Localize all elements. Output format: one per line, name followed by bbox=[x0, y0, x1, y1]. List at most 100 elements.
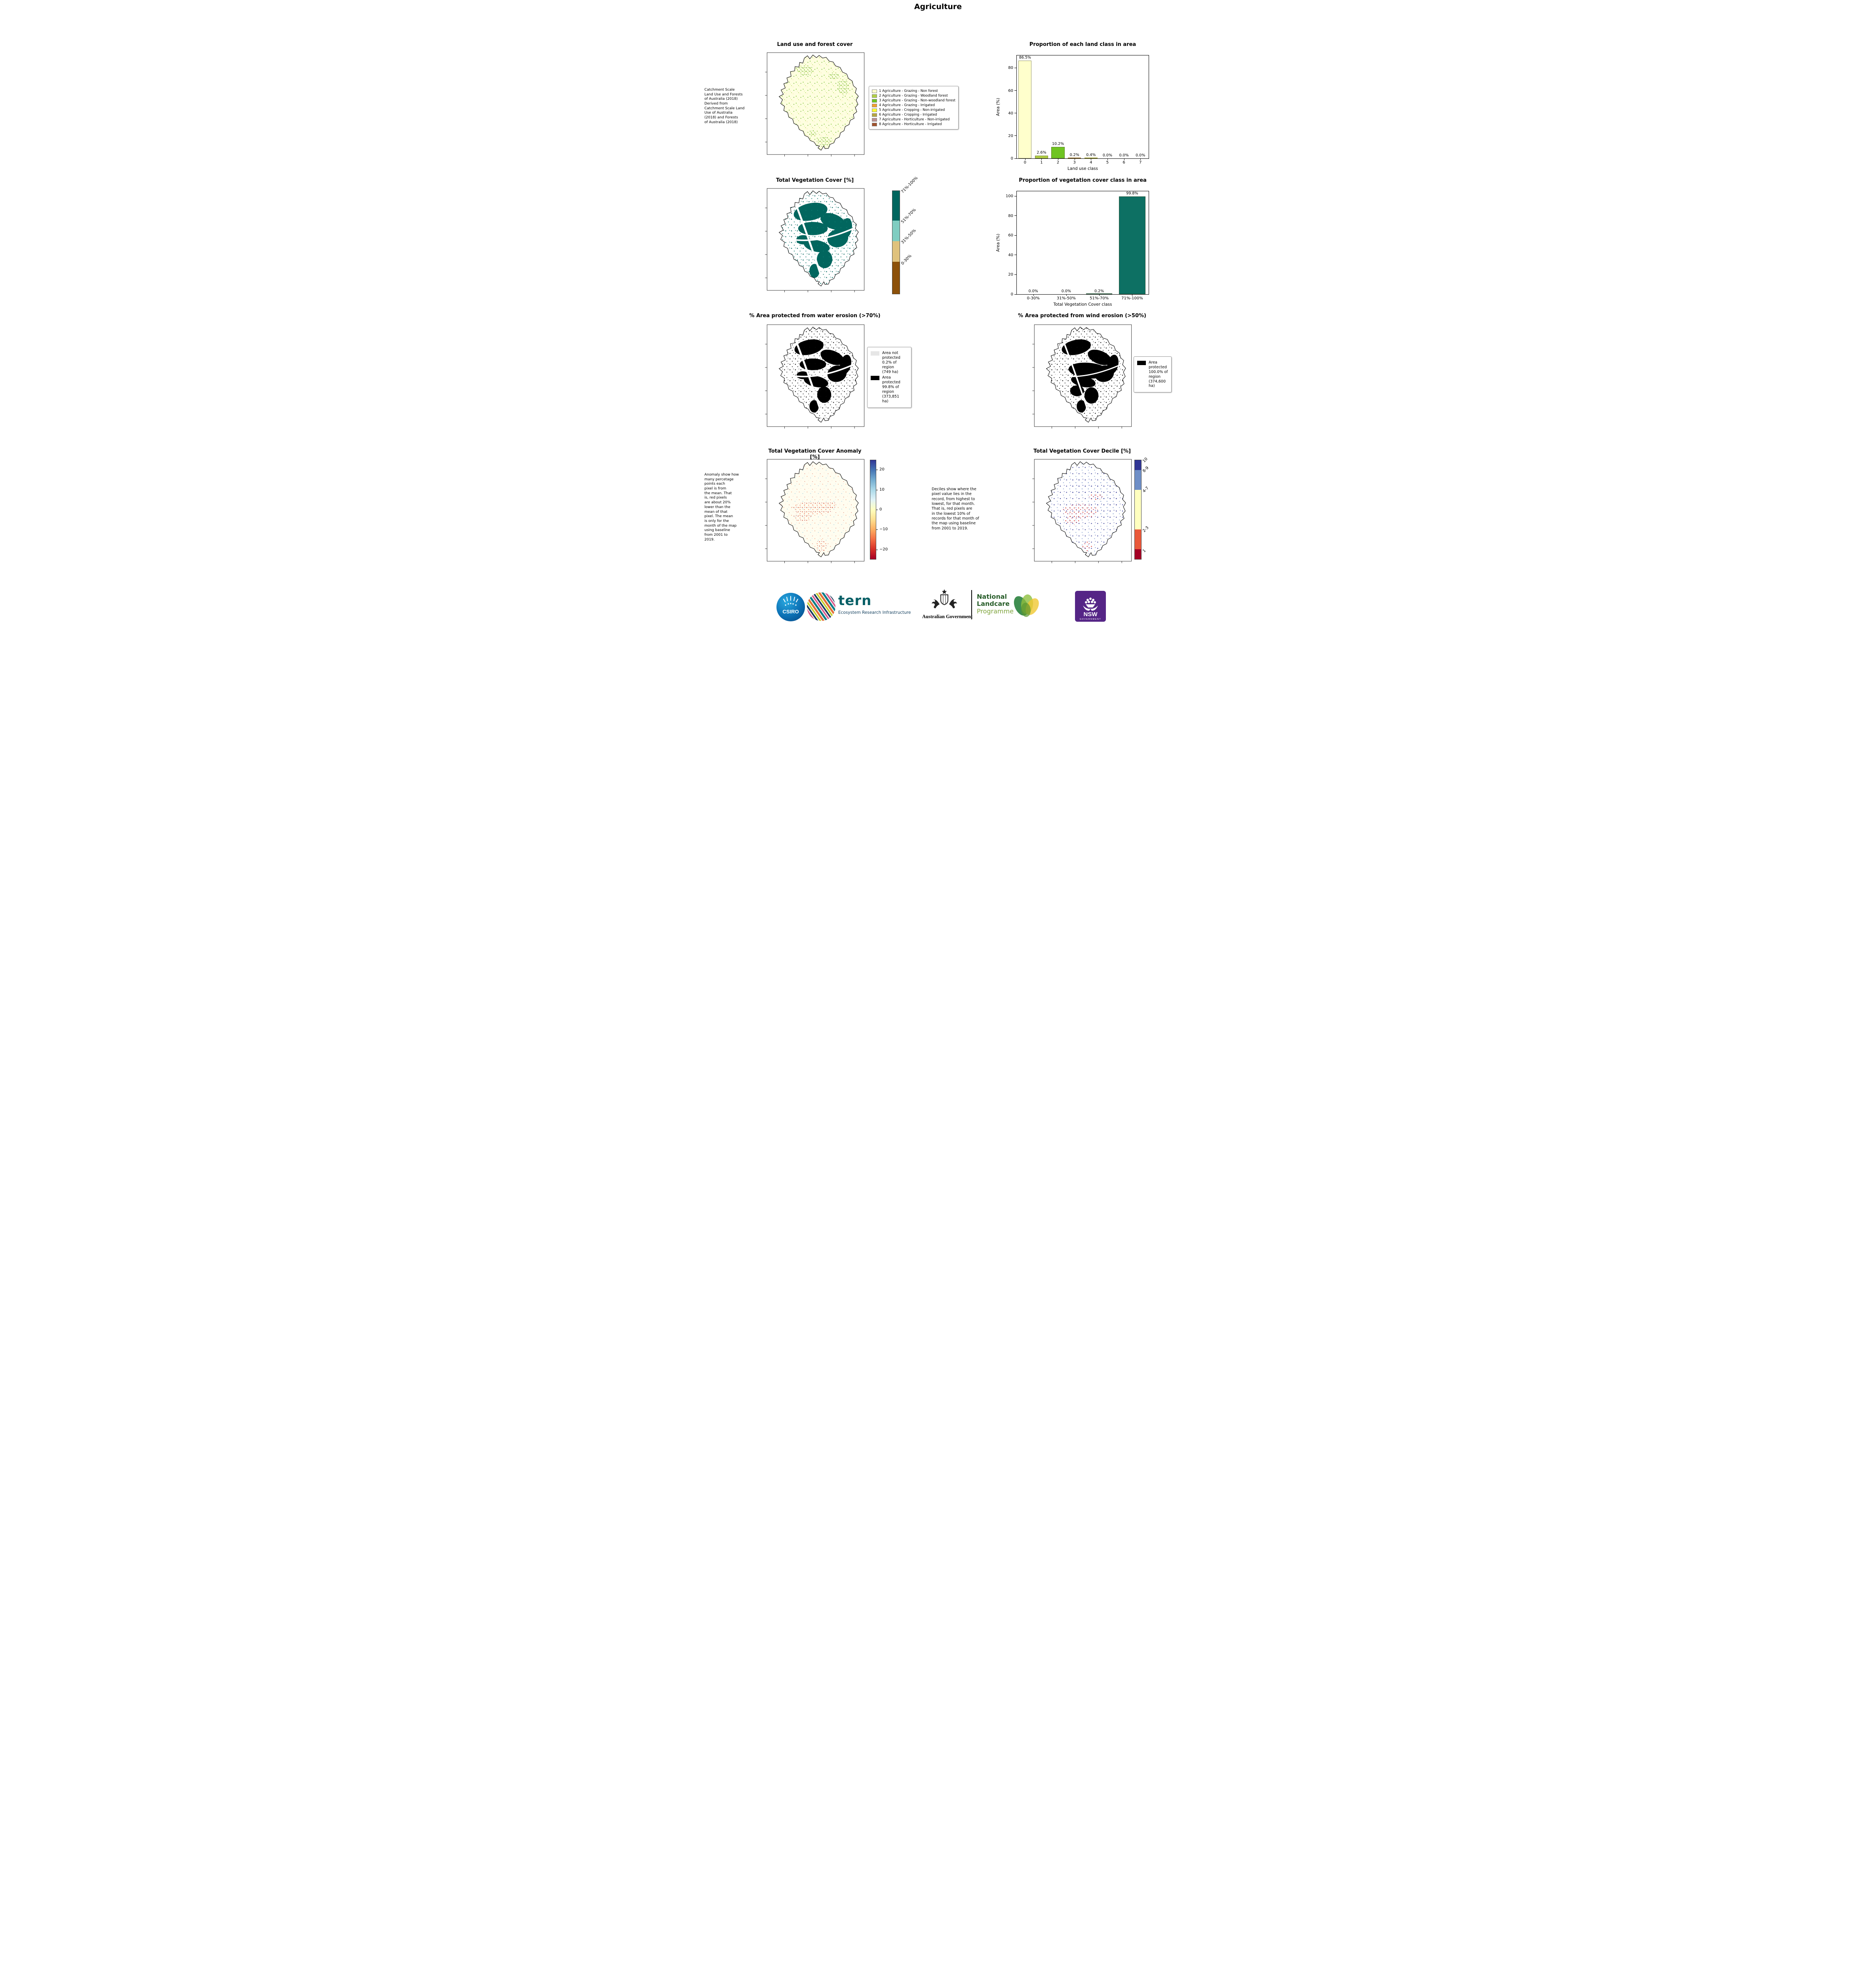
wind-erosion-map bbox=[1032, 324, 1132, 429]
tern-logo-mark bbox=[807, 592, 835, 621]
decile-map-title: Total Vegetation Cover Decile [%] bbox=[1033, 448, 1131, 454]
legend-item: 1 Agriculture - Grazing - Non forest bbox=[872, 89, 955, 93]
colorbar-label: 4-7 bbox=[1142, 485, 1150, 493]
colorbar-tick-label: 20 bbox=[879, 467, 885, 472]
colorbar-segment bbox=[1135, 549, 1141, 559]
y-tick-label: 60 bbox=[1008, 233, 1013, 238]
x-tick-label: 51%-70% bbox=[1090, 296, 1109, 301]
y-axis-label: Area (%) bbox=[996, 98, 1001, 116]
bar-value-label: 0.0% bbox=[1061, 289, 1071, 293]
colorbar-tick-label: 0 bbox=[879, 507, 882, 512]
anomaly-colorbar-labels bbox=[878, 460, 910, 560]
nsw-logo-mark: NSW GOVERNMENT bbox=[1075, 591, 1106, 622]
csiro-logo-mark: CSIRO bbox=[776, 593, 805, 621]
legend-swatch bbox=[872, 99, 877, 103]
national-landcare-logo: National Landcare Programme bbox=[977, 593, 1014, 615]
legend-swatch bbox=[1137, 361, 1146, 365]
colorbar-segment bbox=[1135, 490, 1141, 529]
legend-swatch bbox=[871, 376, 879, 381]
y-tick-mark bbox=[1014, 135, 1016, 136]
australian-government-label: Australian Government bbox=[922, 614, 973, 619]
colorbar-label: 31%-50% bbox=[900, 228, 917, 245]
anomaly-colorbar-bar bbox=[870, 460, 876, 560]
anomaly-map-title: Total Vegetation Cover Anomaly [%] bbox=[768, 448, 862, 460]
legend-swatch bbox=[872, 122, 877, 126]
decile-colorbar-labels: 10 8-9 4-7 2-3 1 bbox=[1142, 457, 1172, 560]
page-title: Agriculture bbox=[914, 2, 962, 11]
veg-class-chart: Proportion of vegetation cover class in … bbox=[996, 177, 1157, 312]
tern-tagline: Ecosystem Research Infrastructure bbox=[838, 610, 911, 615]
wind-erosion-legend: Area protected 100.0% of region (374,600… bbox=[1134, 356, 1172, 393]
x-tick-label: 6 bbox=[1123, 160, 1125, 165]
veg-class-plot: Area (%) Total Vegetation Cover class 0 2… bbox=[996, 191, 1149, 307]
water-erosion-map-title: % Area protected from water erosion (>70… bbox=[749, 313, 881, 319]
legend-item: 8 Agriculture - Horticulture - Irrigated bbox=[872, 122, 955, 126]
bar bbox=[1086, 293, 1113, 294]
csiro-logo: CSIRO bbox=[776, 592, 805, 623]
nsw-sub-label: GOVERNMENT bbox=[1080, 618, 1101, 621]
x-tick-label: 3 bbox=[1073, 160, 1076, 165]
bar-value-label: 10.2% bbox=[1052, 141, 1064, 146]
legend-label: 3 Agriculture - Grazing - Non-woodland f… bbox=[879, 99, 956, 103]
veg-colorbar: 71%-100% 51%-70% 31%-50% 0-30% bbox=[892, 176, 919, 294]
decile-map bbox=[1032, 459, 1132, 564]
legend-swatch bbox=[872, 89, 877, 93]
x-tick-label: 0 bbox=[1024, 160, 1026, 165]
legend-label: 1 Agriculture - Grazing - Non forest bbox=[879, 89, 938, 93]
bar-value-label: 86.5% bbox=[1019, 55, 1031, 60]
bar bbox=[1119, 196, 1145, 294]
report-page: Agriculture Catchment Scale Land Use and… bbox=[704, 0, 1172, 627]
y-tick-label: 0 bbox=[1010, 292, 1013, 297]
australian-government-logo: Australian Government bbox=[922, 588, 973, 620]
legend-item: 7 Agriculture - Horticulture - Non-irrig… bbox=[872, 118, 955, 122]
landcare-leaves-icon bbox=[1009, 591, 1041, 622]
x-tick-label: 1 bbox=[1040, 160, 1043, 165]
bar-value-label: 0.0% bbox=[1136, 153, 1145, 158]
y-tick-label: 80 bbox=[1008, 66, 1013, 70]
colorbar-tick-label: −20 bbox=[879, 547, 888, 552]
colorbar-label: 1 bbox=[1142, 548, 1147, 554]
tern-wordmark-block: tern Ecosystem Research Infrastructure bbox=[838, 594, 911, 615]
wind-erosion-map-title: % Area protected from wind erosion (>50%… bbox=[1018, 313, 1146, 319]
veg-cover-map bbox=[765, 188, 865, 293]
nsw-label: NSW bbox=[1084, 611, 1098, 618]
bar-value-label: 0.2% bbox=[1069, 153, 1079, 158]
bar-value-label: 99.8% bbox=[1126, 191, 1138, 196]
decile-colorbar-bar bbox=[1134, 460, 1142, 560]
legend-item: 5 Agriculture - Cropping - Non-irrigated bbox=[872, 108, 955, 112]
colorbar-label: 71%-100% bbox=[900, 176, 919, 194]
csiro-label: CSIRO bbox=[782, 609, 799, 615]
legend-label: 4 Agriculture - Grazing - Irrigated bbox=[879, 103, 935, 107]
legend-label: 2 Agriculture - Grazing - Woodland fores… bbox=[879, 94, 948, 98]
landcare-line2: Landcare bbox=[977, 600, 1010, 608]
x-tick-mark bbox=[1066, 294, 1067, 296]
chart-title: Proportion of each land class in area bbox=[1029, 42, 1136, 48]
veg-cover-map-title: Total Vegetation Cover [%] bbox=[776, 177, 854, 183]
bar-value-label: 0.4% bbox=[1086, 152, 1096, 157]
colorbar-tick-label: −10 bbox=[879, 527, 888, 532]
legend-swatch bbox=[872, 118, 877, 122]
x-tick-mark bbox=[1099, 294, 1100, 296]
tern-mosaic-icon bbox=[807, 592, 835, 621]
land-use-map-title: Land use and forest cover bbox=[777, 42, 853, 48]
tern-wordmark: tern bbox=[838, 593, 872, 609]
bar-value-label: 0.0% bbox=[1102, 153, 1113, 158]
x-tick-label: 5 bbox=[1106, 160, 1109, 165]
x-tick-mark bbox=[1033, 294, 1034, 296]
decile-colorbar: 10 8-9 4-7 2-3 1 bbox=[1134, 457, 1149, 560]
legend-swatch bbox=[871, 351, 879, 356]
water-erosion-map bbox=[765, 324, 865, 429]
colorbar-label: 8-9 bbox=[1142, 466, 1150, 474]
legend-item: 4 Agriculture - Grazing - Irrigated bbox=[872, 103, 955, 107]
legend-swatch bbox=[872, 94, 877, 98]
legend-item: Area not protected 0.2% of region (749 h… bbox=[871, 351, 908, 374]
legend-swatch bbox=[872, 103, 877, 107]
y-tick-label: 20 bbox=[1008, 133, 1013, 138]
y-tick-label: 20 bbox=[1008, 272, 1013, 277]
bar bbox=[1035, 155, 1048, 158]
colorbar-segment bbox=[892, 221, 900, 242]
x-axis-label: Total Vegetation Cover class bbox=[1053, 302, 1112, 307]
x-tick-mark bbox=[1025, 158, 1026, 160]
legend-item: Area protected 99.8% of region (373,851 … bbox=[871, 375, 908, 404]
landcare-line1: National bbox=[977, 593, 1007, 600]
